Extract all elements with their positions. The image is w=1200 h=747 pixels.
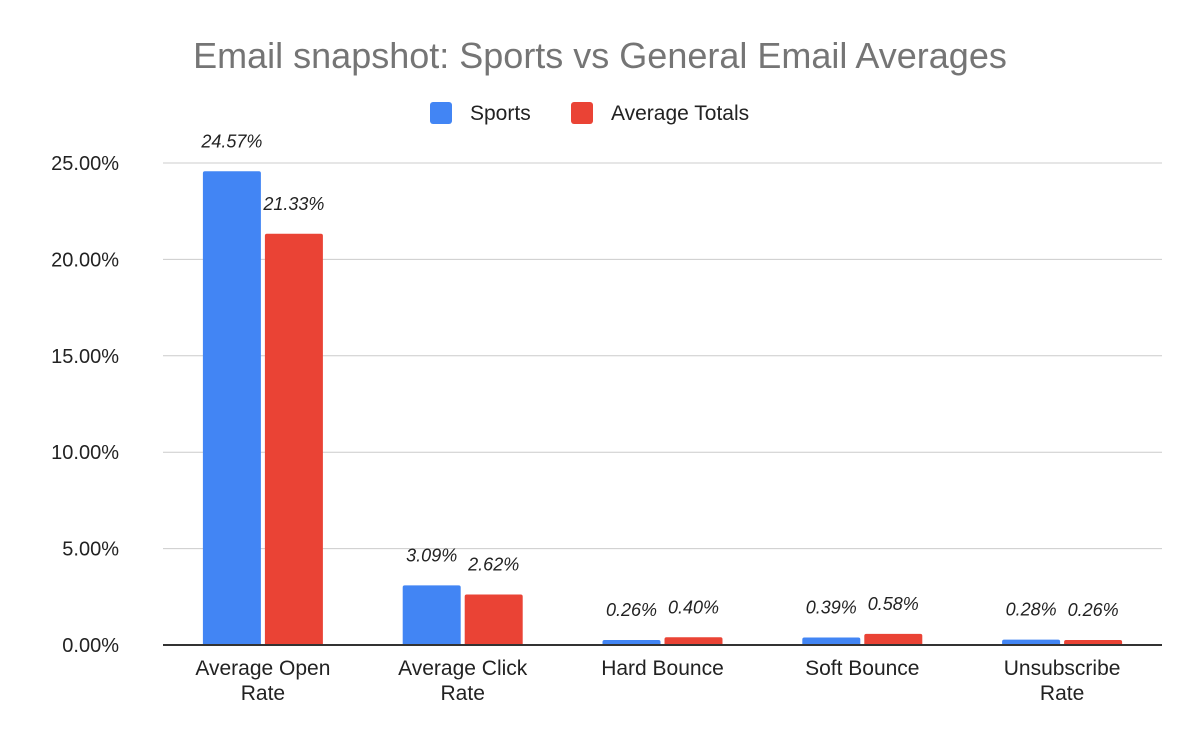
legend: Sports Average Totals (430, 102, 749, 125)
data-label: 24.57% (200, 131, 262, 151)
data-label: 0.26% (606, 600, 657, 620)
legend-label: Sports (470, 102, 531, 125)
y-tick-label: 20.00% (51, 249, 119, 271)
x-tick-label: Rate (241, 682, 285, 705)
data-labels: 24.57% 21.33% 3.09% 2.62% 0.26% 0.40% 0.39% 0.5… (200, 131, 1118, 620)
legend-label: Average Totals (611, 102, 749, 125)
legend-swatch (430, 102, 452, 124)
bar-sports (602, 639, 661, 645)
data-label: 2.62% (467, 554, 519, 574)
data-label: 0.26% (1068, 600, 1119, 620)
data-label: 3.09% (406, 545, 457, 565)
x-tick-label: Average Open (195, 657, 330, 680)
bar-sports (402, 585, 461, 645)
y-tick-label: 0.00% (62, 635, 119, 657)
bar-average-totals (864, 633, 923, 645)
bar-average-totals (664, 637, 723, 645)
bar-average-totals (1064, 639, 1123, 645)
x-tick-label: Soft Bounce (805, 657, 919, 680)
bar-average-totals (264, 233, 323, 645)
chart-title: Email snapshot: Sports vs General Email … (193, 35, 1007, 76)
bar-sports (1002, 639, 1061, 645)
legend-swatch (571, 102, 593, 124)
bar-sports (802, 637, 861, 645)
data-label: 0.58% (868, 594, 919, 614)
x-tick-label: Hard Bounce (601, 657, 724, 680)
y-tick-label: 25.00% (51, 153, 119, 175)
x-tick-label: Unsubscribe (1004, 657, 1121, 680)
data-label: 0.39% (806, 597, 857, 617)
y-tick-label: 5.00% (62, 539, 119, 561)
bar-sports (202, 171, 261, 645)
bars (202, 171, 1123, 645)
x-tick-label: Rate (1040, 682, 1084, 705)
y-tick-label: 15.00% (51, 346, 119, 368)
x-tick-label: Average Click (398, 657, 528, 680)
x-tick-label: Rate (441, 682, 485, 705)
data-label: 21.33% (262, 194, 324, 214)
bar-average-totals (464, 594, 523, 645)
y-tick-label: 10.00% (51, 442, 119, 464)
data-label: 0.28% (1006, 600, 1057, 620)
gridlines: 0.00% 5.00% 10.00% 15.00% 20.00% 25.00% (51, 153, 1162, 657)
data-label: 0.40% (668, 597, 719, 617)
